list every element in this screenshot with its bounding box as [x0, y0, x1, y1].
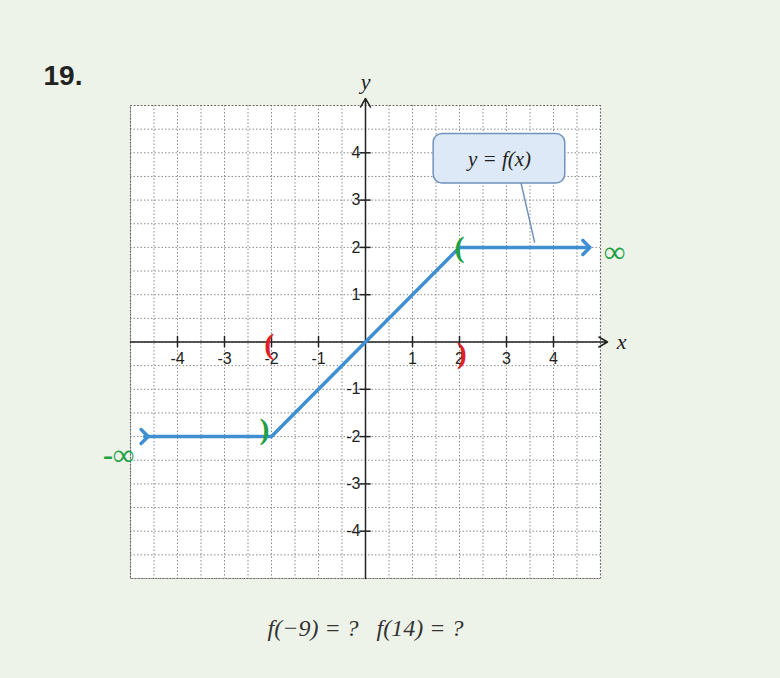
svg-text:): ): [259, 412, 269, 446]
svg-text:-4: -4: [346, 522, 360, 539]
svg-text:x: x: [616, 329, 627, 354]
svg-text:1: 1: [408, 350, 417, 367]
svg-text:2: 2: [352, 239, 361, 256]
svg-text:f(−9) = ? f(14) = ?: f(−9) = ? f(14) = ?: [268, 615, 464, 641]
svg-text:4: 4: [352, 144, 361, 161]
svg-text:(: (: [264, 327, 274, 361]
svg-text:-∞: -∞: [103, 438, 134, 471]
svg-text:4: 4: [549, 350, 558, 367]
svg-text:3: 3: [502, 350, 511, 367]
svg-text:y = f(x): y = f(x): [466, 147, 531, 171]
svg-text:y: y: [359, 69, 371, 94]
svg-text:-2: -2: [346, 428, 360, 445]
svg-text:-3: -3: [217, 350, 231, 367]
svg-text:-4: -4: [170, 350, 184, 367]
svg-text:19.: 19.: [44, 60, 83, 91]
svg-text:-3: -3: [346, 475, 360, 492]
svg-text:-1: -1: [311, 350, 325, 367]
svg-text:1: 1: [352, 286, 361, 303]
svg-text:): ): [457, 336, 467, 370]
svg-text:3: 3: [352, 191, 361, 208]
svg-text:∞: ∞: [604, 235, 625, 268]
svg-text:-1: -1: [346, 380, 360, 397]
svg-text:(: (: [455, 230, 465, 264]
